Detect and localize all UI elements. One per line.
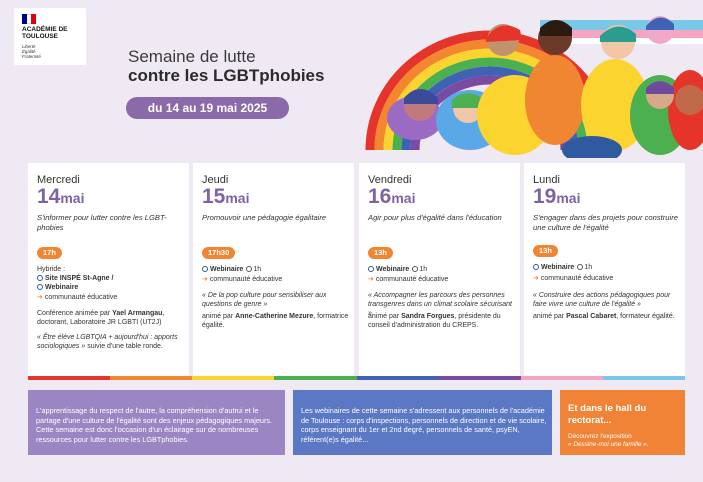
info-box-exhibition: Et dans le hall du rectorat... Découvrez… [560,390,685,455]
time-badge: 13h [533,245,558,257]
webinar-line: Webinaire 1h [368,265,516,274]
time-badge: 13h [368,247,393,259]
academie-logo: ACADÉMIE DE TOULOUSE Liberté Égalité Fra… [14,8,86,65]
card-date: 14mai [37,185,85,208]
exhibition-heading: Et dans le hall du rectorat... [568,403,647,426]
webinar-line: Webinaire 1h [533,263,681,272]
time-badge: 17h [37,247,62,259]
quote-line: « De la pop culture pour sensibiliser au… [202,292,327,308]
card-date: 16mai [368,185,416,208]
host-line: Conférence animée par Yael Armangau, doc… [37,310,165,326]
arrow-icon: ➔ [202,276,208,283]
host-line: animé par Sandra Forgues, présidente du … [368,313,501,329]
info-box-text: L'apprentissage du respect de l'autre, l… [36,406,273,444]
exhibition-text: Découvrez l'exposition « Dessine-moi une… [568,433,649,448]
host-line: animé par Anne-Catherine Mezure, formatr… [202,313,349,329]
audience-line: ➔ communauté éducative [533,275,614,282]
webinar-icon [37,274,43,281]
host-line: animé par Pascal Cabaret, formateur égal… [533,313,675,320]
webinar-line: Webinaire [37,283,185,292]
page-title-line1: Semaine de lutte [128,47,256,66]
card-weekday: Jeudi [202,174,229,186]
time-badge: 17h30 [202,247,236,259]
clock-icon [246,265,253,272]
card-weekday: Lundi [533,174,560,186]
french-flag-icon [22,14,37,24]
site-line: Site INSPÉ St-Agne / [37,274,185,283]
quote-line: « Être élève LGBTQIA + aujourd'hui : app… [37,334,178,350]
card-theme: S'engager dans des projets pour construi… [533,213,678,232]
day-card-mercredi: Mercredi 14mai S'informer pour lutter co… [28,163,189,376]
logo-name: ACADÉMIE DE TOULOUSE [22,26,68,40]
dates-pill: du 14 au 19 mai 2025 [126,97,289,119]
audience-line: ➔ communauté éducative [202,276,283,283]
webinar-line: Webinaire 1h [202,265,350,274]
card-theme: Promouvoir une pédagogie égalitaire [202,213,327,222]
card-theme: S'informer pour lutter contre les LGBT-p… [37,213,167,232]
arrow-icon: ➔ [368,276,374,283]
day-card-vendredi: Vendredi 16mai Agir pour plus d'égalité … [359,163,520,376]
card-date: 19mai [533,185,581,208]
webinar-icon [368,265,374,272]
day-card-lundi: Lundi 19mai S'engager dans des projets p… [524,163,685,376]
card-weekday: Vendredi [368,174,412,186]
card-weekday: Mercredi [37,174,80,186]
quote-line: « Accompagner les parcours des personnes… [368,292,512,317]
logo-motto: Liberté Égalité Fraternité [22,44,41,59]
rainbow-people-illustration [365,16,703,158]
info-box-audience: Les webinaires de cette semaine s'adress… [293,390,552,455]
clock-icon [412,265,419,272]
clock-icon [577,263,584,270]
webinar-icon [533,263,539,270]
mode-prefix: Hybride : [37,266,66,273]
info-box-text: Les webinaires de cette semaine s'adress… [301,406,547,444]
quote-line: « Construire des actions pédagogiques po… [533,292,671,308]
info-box-respect: L'apprentissage du respect de l'autre, l… [28,390,285,455]
page-title-line2: contre les LGBTphobies [128,66,325,85]
card-theme: Agir pour plus d'égalité dans l'éducatio… [368,213,502,222]
rainbow-stripe [28,376,685,380]
webinar-icon [202,265,208,272]
webinar-icon [37,283,43,290]
card-date: 15mai [202,185,250,208]
arrow-icon: ➔ [37,294,43,301]
audience-line: ➔ communauté éducative [37,294,118,301]
audience-line: ➔ communauté éducative [368,276,449,283]
day-card-jeudi: Jeudi 15mai Promouvoir une pédagogie éga… [193,163,354,376]
arrow-icon: ➔ [533,275,539,282]
